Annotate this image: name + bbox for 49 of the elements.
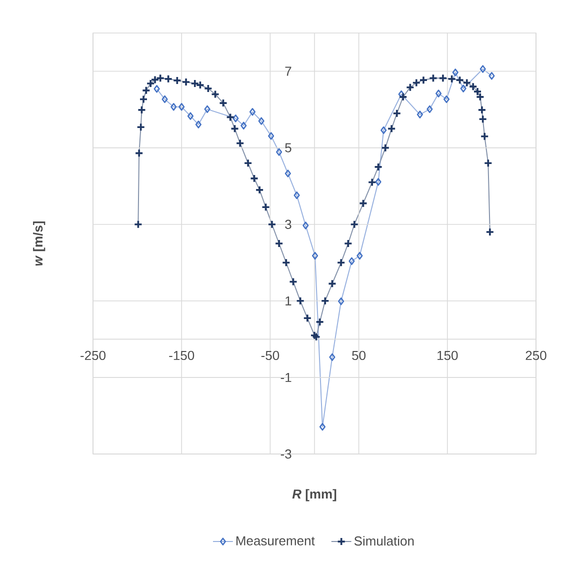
- point: [329, 353, 336, 362]
- point: [162, 95, 168, 104]
- y-axis-title: w [m/s]: [33, 221, 46, 266]
- y-tick-label: 7: [285, 66, 292, 76]
- x-tick-label: -50: [261, 350, 280, 360]
- x-tick-label: 150: [438, 350, 458, 360]
- point: [154, 85, 160, 93]
- x-tick-label: 50: [352, 350, 366, 360]
- point: [170, 103, 177, 111]
- point: [480, 65, 486, 73]
- point: [195, 120, 202, 128]
- legend-label: Simulation: [354, 536, 414, 546]
- point: [294, 191, 300, 200]
- point: [460, 84, 466, 92]
- point: [380, 126, 387, 134]
- point: [258, 117, 264, 125]
- y-tick-label: 5: [285, 143, 292, 152]
- point: [187, 112, 194, 120]
- point: [416, 110, 423, 118]
- point: [375, 178, 382, 186]
- point: [240, 122, 247, 130]
- y-tick-label: -3: [280, 449, 292, 459]
- x-tick-label: -150: [169, 350, 194, 360]
- point: [276, 148, 282, 156]
- point: [232, 114, 239, 122]
- point: [319, 422, 326, 431]
- point: [452, 68, 458, 76]
- point: [312, 252, 318, 260]
- point: [302, 222, 309, 230]
- y-tick-label: 3: [285, 220, 292, 229]
- x-tick-label: 250: [526, 350, 546, 360]
- point: [348, 257, 355, 265]
- point: [268, 132, 274, 140]
- x-tick-label: -250: [80, 350, 106, 360]
- point: [488, 72, 495, 80]
- x-axis-title: R [mm]: [292, 489, 336, 502]
- point: [178, 103, 185, 111]
- point: [284, 170, 291, 178]
- y-tick-label: 1: [286, 296, 292, 306]
- point: [204, 105, 210, 114]
- point: [426, 105, 433, 114]
- point: [338, 297, 344, 306]
- point: [398, 90, 404, 98]
- point: [443, 95, 450, 104]
- point: [249, 108, 256, 116]
- y-tick-label: -1: [280, 372, 292, 382]
- point: [435, 90, 442, 98]
- legend-label: Measurement: [236, 536, 315, 546]
- point: [356, 252, 363, 260]
